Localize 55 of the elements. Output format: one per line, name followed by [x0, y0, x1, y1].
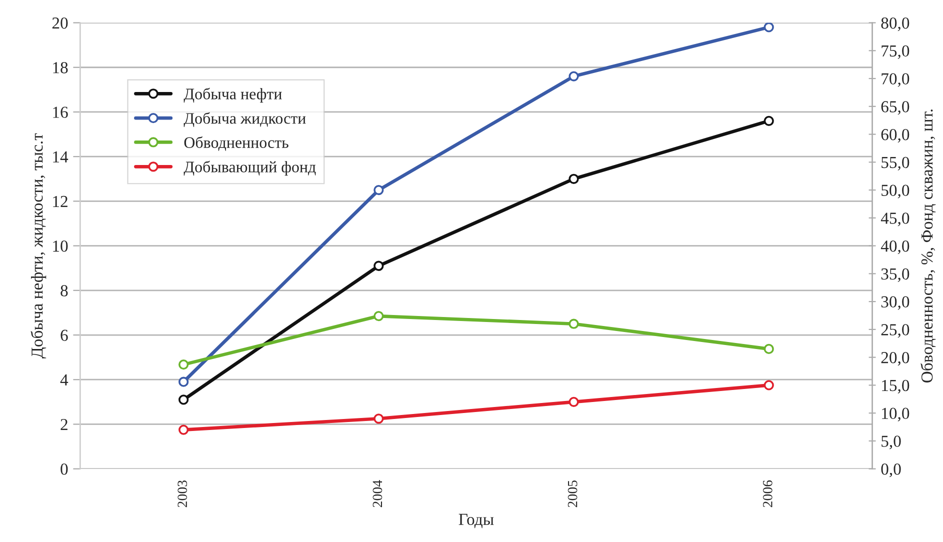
- y2-tick-label: 65,0: [881, 101, 910, 115]
- legend-label: Обводненность: [184, 136, 288, 151]
- y2-tick-label: 60,0: [881, 128, 910, 143]
- y2-tick-label: 30,0: [881, 296, 910, 310]
- y-tick-label: 10: [53, 240, 68, 252]
- point: [764, 344, 774, 354]
- y2-tick-label: 20,0: [881, 352, 910, 366]
- y2-tick-label: 35,0: [881, 268, 910, 282]
- legend-label: Добыча нефти: [184, 88, 282, 103]
- y2-tick-label: 25,0: [881, 324, 910, 338]
- y2-tick-label: 10,0: [882, 408, 910, 422]
- y2-tick-label: 15,0: [882, 380, 910, 394]
- point: [178, 359, 189, 370]
- x-tick-label: 2003: [178, 480, 188, 508]
- point: [764, 380, 774, 390]
- point: [374, 260, 384, 271]
- point: [178, 394, 189, 405]
- legend-label: Добывающий фонд: [184, 160, 316, 176]
- y-tick-label: 12: [53, 196, 68, 207]
- y-tick-label: 2: [60, 418, 68, 430]
- legend-label: Добыча жидкости: [184, 112, 306, 128]
- x-tick-label: 2004: [372, 480, 382, 508]
- point: [178, 376, 189, 387]
- point: [568, 174, 579, 184]
- point: [764, 22, 774, 32]
- y-tick-label: 20: [52, 17, 68, 29]
- x-axis-title: Годы: [458, 514, 494, 528]
- y2-tick-label: 5,0: [882, 436, 901, 450]
- y-tick-label: 14: [53, 151, 68, 162]
- y2-tick-label: 55,0: [882, 156, 910, 171]
- y2-tick-label: 80,0: [881, 17, 910, 32]
- point: [374, 414, 384, 424]
- y-axis-title: Добыча нефти, жидкости, тыс.т: [30, 133, 46, 358]
- point: [568, 318, 579, 329]
- y2-tick-label: 40,0: [880, 240, 910, 254]
- y-tick-label: 8: [60, 285, 68, 296]
- point: [374, 184, 384, 196]
- point: [568, 396, 579, 407]
- point: [374, 310, 384, 322]
- y-tick-label: 6: [60, 330, 68, 341]
- y-tick-label: 4: [60, 374, 68, 386]
- y-tick-label: 18: [53, 62, 68, 74]
- y2-tick-label: 75,0: [882, 45, 910, 59]
- y-tick-label: 16: [53, 106, 68, 118]
- y2-tick-label: 50,0: [882, 184, 910, 198]
- y2-axis-title: Обводненность, %, Фонд скважин, шт.: [920, 110, 936, 382]
- x-tick-label: 2005: [568, 480, 578, 508]
- y2-tick-label: 45,0: [880, 212, 910, 226]
- x-tick-label: 2006: [762, 480, 772, 508]
- y2-tick-label: 0,0: [881, 464, 901, 478]
- y-tick-label: 0: [60, 464, 68, 475]
- point: [178, 424, 189, 435]
- point: [764, 116, 774, 126]
- point: [568, 71, 579, 82]
- y2-tick-label: 70,0: [882, 73, 910, 87]
